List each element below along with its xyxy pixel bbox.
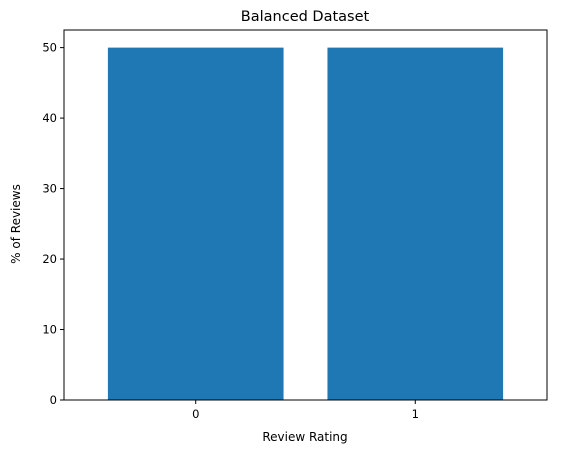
- y-tick-label: 40: [42, 111, 57, 125]
- bar-0: [108, 48, 284, 400]
- y-tick-label: 20: [42, 252, 57, 266]
- y-tick-label: 0: [50, 393, 57, 407]
- x-axis-label: Review Rating: [262, 430, 347, 444]
- x-tick-label: 1: [412, 407, 419, 421]
- y-tick-label: 10: [42, 323, 57, 337]
- y-tick-label: 30: [42, 182, 57, 196]
- x-tick-label: 0: [192, 407, 199, 421]
- chart-title: Balanced Dataset: [241, 9, 370, 25]
- y-tick-label: 50: [42, 41, 57, 55]
- y-axis-label: % of Reviews: [9, 184, 23, 264]
- bar-1: [327, 48, 503, 400]
